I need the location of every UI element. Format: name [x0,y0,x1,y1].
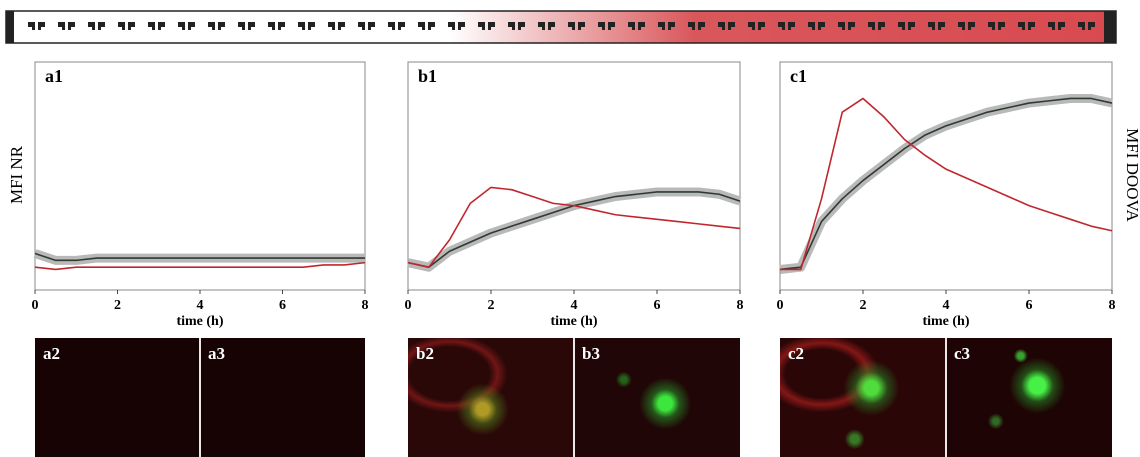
panel-title: c1 [790,66,807,86]
strip-end [1104,11,1116,43]
trap [478,22,495,30]
plot-frame [34,61,366,291]
trap [688,22,705,30]
trap [1078,22,1095,30]
micrograph: c3 [946,338,1112,457]
trap [898,22,915,30]
trap [118,22,135,30]
plot-frame [407,61,741,291]
series-line [779,97,1113,271]
x-tick-label: 8 [1109,298,1116,313]
series-line [780,97,1113,271]
image-divider [573,338,575,457]
micrograph: b2 [408,338,574,457]
trap [1018,22,1035,30]
strip-end [6,11,14,43]
trap [508,22,525,30]
trap [208,22,225,30]
trap [358,22,375,30]
trap [538,22,555,30]
x-tick-label: 0 [32,298,39,313]
series-line [34,261,366,271]
trap [778,22,795,30]
trap-row [28,22,1095,30]
image-label: c3 [954,344,971,363]
image-label: a3 [208,344,225,363]
x-tick-label: 4 [943,298,950,313]
micrograph: c2 [780,338,946,457]
trap [268,22,285,30]
trap [388,22,405,30]
trap [658,22,675,30]
trap [958,22,975,30]
trap [178,22,195,30]
x-axis-label: time (h) [550,314,597,329]
image-label: b2 [416,344,434,363]
y-axis-label: MFI NR [7,145,26,204]
x-tick-label: 8 [737,298,744,313]
panel-title: b1 [418,66,437,86]
x-axis-label: time (h) [176,314,223,329]
trap [448,22,465,30]
trap [868,22,885,30]
image-divider [199,338,201,457]
trap [928,22,945,30]
x-tick-label: 2 [860,298,867,313]
micrograph: b3 [574,338,740,457]
trap [1048,22,1065,30]
micrograph: a2 [35,338,200,457]
trap [748,22,765,30]
trap [28,22,45,30]
y-axis-label: MFI DOOVA [1123,128,1140,222]
trap [808,22,825,30]
trap [148,22,165,30]
x-tick-label: 6 [279,298,286,313]
x-tick-label: 8 [362,298,369,313]
trap [88,22,105,30]
x-tick-label: 4 [571,298,578,313]
trap [838,22,855,30]
series-line [407,186,741,268]
series-line [34,252,365,262]
x-axis-label: time (h) [922,314,969,329]
image-label: b3 [582,344,600,363]
x-tick-label: 6 [1026,298,1033,313]
trap [58,22,75,30]
x-tick-label: 4 [197,298,204,313]
trap [328,22,345,30]
trap [718,22,735,30]
trap [598,22,615,30]
trap [238,22,255,30]
x-tick-label: 0 [777,298,784,313]
x-tick-label: 2 [488,298,495,313]
x-tick-label: 2 [114,298,121,313]
trap [418,22,435,30]
channel-strip [5,10,1117,44]
trap [628,22,645,30]
image-label: c2 [788,344,805,363]
trap [988,22,1005,30]
trap [298,22,315,30]
x-tick-label: 0 [405,298,412,313]
image-label: a2 [43,344,60,363]
image-divider [945,338,947,457]
trap [568,22,585,30]
panel-title: a1 [45,66,63,86]
micrograph: a3 [200,338,365,457]
x-tick-label: 6 [654,298,661,313]
